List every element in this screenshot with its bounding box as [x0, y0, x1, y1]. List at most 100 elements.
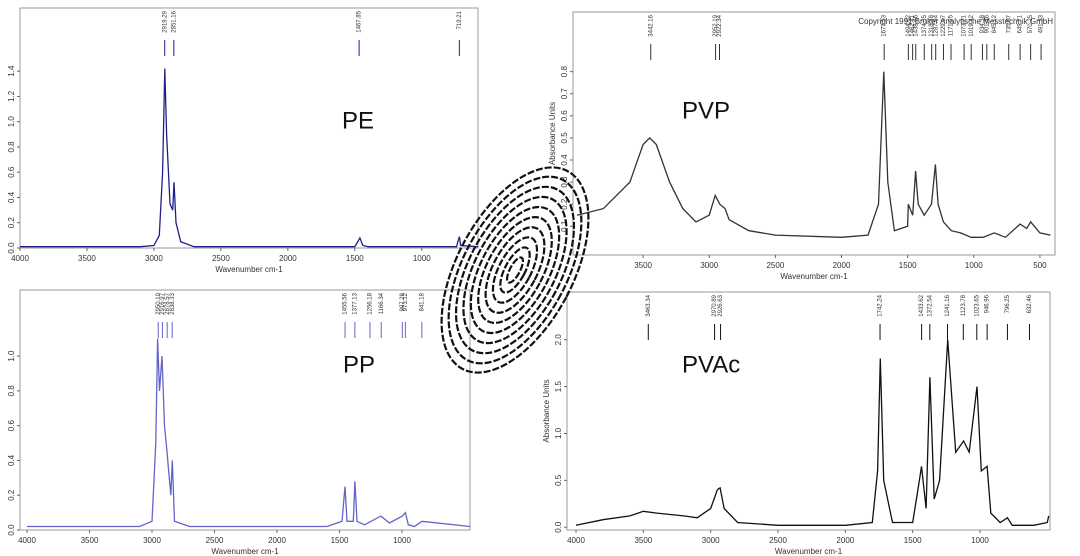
peak-label: 2851.16: [171, 10, 177, 32]
copyright-note: Copyright 1991 Bruker Analytische Messte…: [858, 17, 1053, 26]
x-tick-label: 2000: [836, 536, 854, 545]
y-axis-label: Absorbance Units: [542, 379, 551, 442]
peak-label: 1318.48: [929, 14, 935, 36]
peak-label: 1166.34: [379, 292, 385, 314]
peak-label: 841.18: [419, 292, 425, 311]
x-tick-label: 1500: [899, 261, 917, 270]
peak-label: 1494.62: [906, 14, 912, 36]
y-tick-label: 0.7: [560, 88, 569, 100]
x-tick-label: 4000: [11, 254, 29, 263]
x-tick-label: 2000: [279, 254, 297, 263]
peak-label: 2878.57: [165, 292, 171, 314]
y-tick-label: 0.0: [7, 524, 16, 536]
x-axis-label: Wavenumber cm-1: [780, 272, 848, 281]
spectrum-line: [20, 68, 479, 248]
x-tick-label: 3500: [78, 254, 96, 263]
y-tick-label: 0.2: [560, 198, 569, 210]
peak-label: 570.25: [1028, 14, 1034, 33]
y-axis-label: Absorbance Units: [548, 102, 557, 165]
peak-label: 1377.13: [352, 292, 358, 314]
peak-label: 3442.16: [648, 14, 654, 36]
x-tick-label: 3000: [145, 254, 163, 263]
peak-label: 2919.29: [162, 10, 168, 32]
plot-frame: [566, 291, 1051, 531]
peak-label: 973.12: [403, 292, 409, 311]
x-tick-label: 2000: [268, 536, 286, 545]
peak-label: 2926.63: [718, 294, 724, 316]
peak-label: 1677.53: [882, 14, 888, 36]
y-tick-label: 1.2: [7, 90, 16, 102]
spectrum-line: [575, 339, 1050, 526]
y-tick-label: 0.4: [7, 454, 16, 466]
peak-label: 1287.94: [933, 14, 939, 36]
peak-label: 1374.35: [922, 14, 928, 36]
x-tick-label: 2500: [766, 261, 784, 270]
y-tick-label: 0.8: [7, 385, 16, 397]
spectrum-line: [27, 338, 471, 528]
chart-title: PVAc: [682, 351, 740, 378]
y-tick-label: 0.2: [7, 489, 16, 501]
y-tick-label: 1.4: [7, 65, 16, 77]
peak-label: 934.38: [980, 14, 986, 33]
peak-label: 491.33: [1039, 14, 1045, 33]
y-tick-label: 0.6: [7, 166, 16, 178]
plot-frame: [572, 11, 1056, 256]
chart-title: PE: [342, 107, 374, 134]
x-tick-label: 1500: [346, 254, 364, 263]
peak-label: 1241.16: [945, 294, 951, 316]
x-tick-label: 1000: [413, 254, 431, 263]
y-tick-label: 0.5: [554, 474, 563, 486]
x-tick-label: 1000: [971, 536, 989, 545]
y-tick-label: 1.0: [7, 116, 16, 128]
x-tick-label: 2500: [212, 254, 230, 263]
peak-label: 735.87: [1006, 14, 1012, 33]
y-tick-label: 0.0: [7, 242, 16, 254]
peak-label: 901.46: [984, 14, 990, 33]
peak-label: 1433.62: [919, 294, 925, 316]
x-tick-label: 2500: [769, 536, 787, 545]
chart-title: PVP: [682, 97, 730, 124]
x-tick-label: 3500: [634, 536, 652, 545]
y-tick-label: 0.4: [7, 191, 16, 203]
x-tick-label: 3500: [634, 261, 652, 270]
y-tick-label: 0.1: [560, 220, 569, 232]
y-tick-label: 0.6: [7, 420, 16, 432]
x-tick-label: 1000: [965, 261, 983, 270]
x-tick-label: 3000: [702, 536, 720, 545]
peak-label: 1171.95: [949, 14, 955, 36]
peak-label: 845.12: [992, 14, 998, 33]
y-tick-label: 1.0: [554, 427, 563, 439]
spectrum-line: [576, 71, 1051, 239]
x-tick-label: 4000: [567, 536, 585, 545]
x-axis-label: Wavenumber cm-1: [215, 265, 283, 274]
peak-label: 1073.21: [962, 14, 968, 36]
peak-label: 1019.42: [969, 14, 975, 36]
y-tick-label: 0.8: [7, 141, 16, 153]
peak-label: 1438.66: [913, 14, 919, 36]
peak-label: 1742.24: [878, 294, 884, 316]
x-tick-label: 1000: [393, 536, 411, 545]
peak-label: 1467.85: [357, 10, 363, 32]
y-tick-label: 2.0: [554, 334, 563, 346]
x-tick-label: 2000: [833, 261, 851, 270]
y-tick-label: 1.5: [554, 381, 563, 393]
peak-label: 1256.18: [368, 292, 374, 314]
peak-label: 2952.19: [713, 14, 719, 36]
peak-label: 1462.41: [910, 14, 916, 36]
x-axis-label: Wavenumber cm-1: [211, 547, 279, 556]
peak-label: 2970.89: [712, 294, 718, 316]
y-tick-label: 1.0: [7, 350, 16, 362]
x-tick-label: 3500: [81, 536, 99, 545]
peak-label: 649.71: [1018, 14, 1024, 33]
peak-label: 3463.34: [646, 294, 652, 316]
y-tick-label: 0.8: [560, 66, 569, 78]
x-tick-label: 4000: [18, 536, 36, 545]
peak-label: 2916.97: [160, 292, 166, 314]
y-tick-label: 0.6: [560, 110, 569, 122]
peak-label: 1023.65: [974, 294, 980, 316]
x-tick-label: 3000: [700, 261, 718, 270]
peak-label: 2922.34: [717, 14, 723, 36]
x-tick-label: 500: [1033, 261, 1047, 270]
